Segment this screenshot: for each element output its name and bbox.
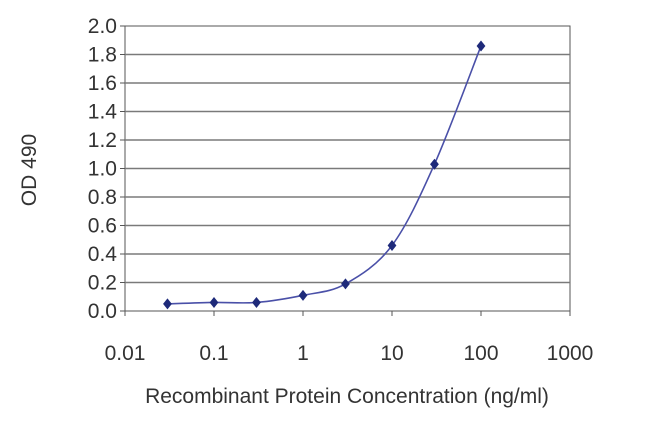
y-tick-label: 0.6 (88, 215, 117, 238)
x-axis-ticks: 0.01 0.1 1 10 100 1000 (105, 311, 594, 365)
y-tick-label: 0.0 (88, 300, 117, 323)
data-point (341, 278, 350, 290)
x-tick-label: 10 (380, 342, 403, 365)
y-tick-label: 1.0 (88, 158, 117, 181)
data-point (387, 239, 397, 251)
y-axis-title: OD 490 (18, 134, 41, 206)
x-axis-title: Recombinant Protein Concentration (ng/ml… (145, 385, 549, 408)
data-points (163, 40, 486, 310)
x-tick-label: 0.1 (199, 342, 228, 365)
grid-lines (125, 53, 570, 284)
data-point (209, 296, 219, 308)
data-point (298, 289, 308, 301)
x-tick-label: 100 (463, 342, 498, 365)
y-tick-label: 1.2 (88, 129, 117, 152)
y-tick-label: 1.6 (88, 72, 117, 95)
y-tick-label: 0.8 (88, 186, 117, 209)
y-tick-label: 1.8 (88, 44, 117, 67)
data-point (476, 40, 486, 52)
y-tick-label: 1.4 (88, 101, 118, 124)
data-point (430, 158, 439, 170)
data-point (252, 296, 261, 308)
y-tick-label: 0.2 (88, 272, 117, 295)
x-tick-label: 1000 (547, 342, 594, 365)
x-tick-label: 1 (297, 342, 309, 365)
y-tick-label: 2.0 (88, 15, 117, 38)
data-point (163, 298, 172, 310)
y-tick-label: 0.4 (88, 243, 118, 266)
x-tick-label: 0.01 (105, 342, 146, 365)
y-axis-ticks: 0.0 0.2 0.4 0.6 0.8 1.0 1.2 1.4 1.6 1.8 2.0 (88, 15, 125, 323)
